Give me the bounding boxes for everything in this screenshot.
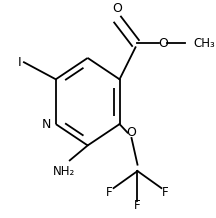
Text: O: O	[159, 37, 168, 49]
Text: CH₃: CH₃	[193, 37, 215, 49]
Text: N: N	[42, 118, 52, 131]
Text: F: F	[106, 186, 113, 199]
Text: NH₂: NH₂	[53, 165, 75, 177]
Text: F: F	[162, 186, 169, 199]
Text: I: I	[18, 56, 22, 69]
Text: O: O	[113, 2, 122, 15]
Text: F: F	[134, 199, 141, 212]
Text: O: O	[127, 126, 137, 139]
